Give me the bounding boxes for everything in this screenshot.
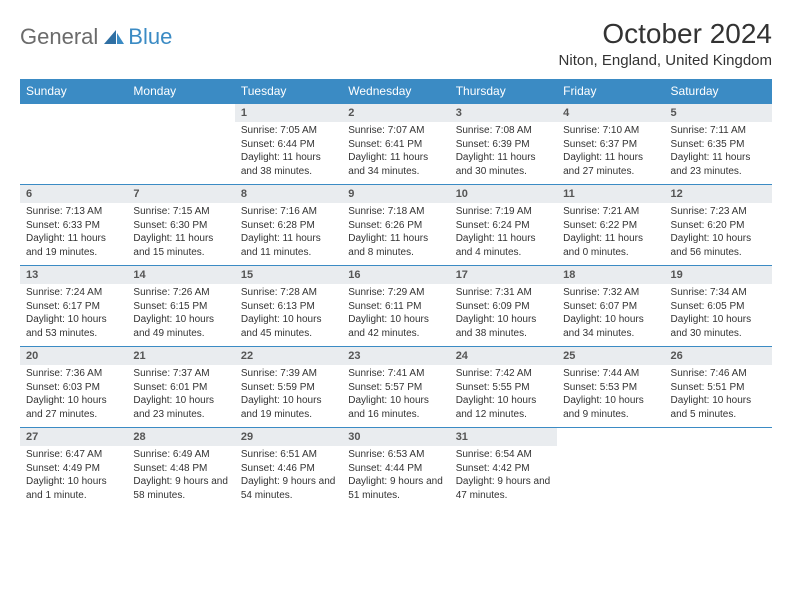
day-number-cell: 4 <box>557 104 664 123</box>
day-number-cell: 27 <box>20 428 127 447</box>
day-number-cell: 25 <box>557 347 664 366</box>
day-data-cell: Sunrise: 7:16 AMSunset: 6:28 PMDaylight:… <box>235 203 342 266</box>
day-data-cell: Sunrise: 7:19 AMSunset: 6:24 PMDaylight:… <box>450 203 557 266</box>
logo: General Blue <box>20 24 172 50</box>
day-data-cell: Sunrise: 6:47 AMSunset: 4:49 PMDaylight:… <box>20 446 127 508</box>
day-number-cell: 15 <box>235 266 342 285</box>
day-number-cell: 31 <box>450 428 557 447</box>
month-title: October 2024 <box>559 18 772 50</box>
weekday-header: Saturday <box>665 79 772 104</box>
day-data-cell: Sunrise: 7:11 AMSunset: 6:35 PMDaylight:… <box>665 122 772 185</box>
day-data-cell: Sunrise: 7:13 AMSunset: 6:33 PMDaylight:… <box>20 203 127 266</box>
weekday-header: Sunday <box>20 79 127 104</box>
day-number-cell: 12 <box>665 185 772 204</box>
day-number-cell: 14 <box>127 266 234 285</box>
day-data-cell: Sunrise: 7:21 AMSunset: 6:22 PMDaylight:… <box>557 203 664 266</box>
weekday-header: Monday <box>127 79 234 104</box>
day-data-cell: Sunrise: 7:05 AMSunset: 6:44 PMDaylight:… <box>235 122 342 185</box>
day-data-cell: Sunrise: 6:49 AMSunset: 4:48 PMDaylight:… <box>127 446 234 508</box>
day-data-cell: Sunrise: 7:34 AMSunset: 6:05 PMDaylight:… <box>665 284 772 347</box>
day-number-cell: 22 <box>235 347 342 366</box>
day-number-cell: 18 <box>557 266 664 285</box>
day-data-cell: Sunrise: 6:51 AMSunset: 4:46 PMDaylight:… <box>235 446 342 508</box>
day-number-cell: 30 <box>342 428 449 447</box>
day-data-cell: Sunrise: 7:44 AMSunset: 5:53 PMDaylight:… <box>557 365 664 428</box>
day-data-cell: Sunrise: 6:53 AMSunset: 4:44 PMDaylight:… <box>342 446 449 508</box>
day-data-cell: Sunrise: 7:29 AMSunset: 6:11 PMDaylight:… <box>342 284 449 347</box>
day-number-cell: 8 <box>235 185 342 204</box>
day-data-cell <box>20 122 127 185</box>
day-data-cell: Sunrise: 7:18 AMSunset: 6:26 PMDaylight:… <box>342 203 449 266</box>
calendar-table: SundayMondayTuesdayWednesdayThursdayFrid… <box>20 79 772 508</box>
day-number-cell: 9 <box>342 185 449 204</box>
day-number-cell: 1 <box>235 104 342 123</box>
day-number-cell: 24 <box>450 347 557 366</box>
day-data-cell <box>665 446 772 508</box>
day-number-cell: 7 <box>127 185 234 204</box>
day-number-cell: 13 <box>20 266 127 285</box>
weekday-header: Wednesday <box>342 79 449 104</box>
day-number-cell: 26 <box>665 347 772 366</box>
day-data-cell: Sunrise: 7:08 AMSunset: 6:39 PMDaylight:… <box>450 122 557 185</box>
weekday-header: Thursday <box>450 79 557 104</box>
day-number-cell: 17 <box>450 266 557 285</box>
day-number-cell: 11 <box>557 185 664 204</box>
title-block: October 2024 Niton, England, United King… <box>559 18 772 69</box>
day-number-cell: 16 <box>342 266 449 285</box>
day-data-cell: Sunrise: 6:54 AMSunset: 4:42 PMDaylight:… <box>450 446 557 508</box>
day-data-cell: Sunrise: 7:39 AMSunset: 5:59 PMDaylight:… <box>235 365 342 428</box>
day-number-cell: 6 <box>20 185 127 204</box>
day-data-cell: Sunrise: 7:31 AMSunset: 6:09 PMDaylight:… <box>450 284 557 347</box>
day-number-cell: 5 <box>665 104 772 123</box>
weekday-header-row: SundayMondayTuesdayWednesdayThursdayFrid… <box>20 79 772 104</box>
day-number-cell: 20 <box>20 347 127 366</box>
logo-text-blue: Blue <box>128 24 172 50</box>
header: General Blue October 2024 Niton, England… <box>20 18 772 69</box>
day-data-cell <box>127 122 234 185</box>
day-data-cell: Sunrise: 7:26 AMSunset: 6:15 PMDaylight:… <box>127 284 234 347</box>
day-data-cell: Sunrise: 7:42 AMSunset: 5:55 PMDaylight:… <box>450 365 557 428</box>
day-number-cell <box>20 104 127 123</box>
logo-text-general: General <box>20 24 98 50</box>
weekday-header: Tuesday <box>235 79 342 104</box>
day-data-cell: Sunrise: 7:23 AMSunset: 6:20 PMDaylight:… <box>665 203 772 266</box>
day-number-cell: 23 <box>342 347 449 366</box>
day-data-cell: Sunrise: 7:07 AMSunset: 6:41 PMDaylight:… <box>342 122 449 185</box>
day-number-cell: 3 <box>450 104 557 123</box>
day-data-cell: Sunrise: 7:15 AMSunset: 6:30 PMDaylight:… <box>127 203 234 266</box>
day-data-cell: Sunrise: 7:28 AMSunset: 6:13 PMDaylight:… <box>235 284 342 347</box>
day-data-cell: Sunrise: 7:41 AMSunset: 5:57 PMDaylight:… <box>342 365 449 428</box>
day-number-cell: 28 <box>127 428 234 447</box>
day-number-cell: 19 <box>665 266 772 285</box>
day-number-cell: 29 <box>235 428 342 447</box>
day-data-cell: Sunrise: 7:36 AMSunset: 6:03 PMDaylight:… <box>20 365 127 428</box>
day-number-cell: 21 <box>127 347 234 366</box>
logo-sail-icon <box>102 28 126 46</box>
day-number-cell: 2 <box>342 104 449 123</box>
day-data-cell: Sunrise: 7:24 AMSunset: 6:17 PMDaylight:… <box>20 284 127 347</box>
day-data-cell: Sunrise: 7:37 AMSunset: 6:01 PMDaylight:… <box>127 365 234 428</box>
day-data-cell: Sunrise: 7:46 AMSunset: 5:51 PMDaylight:… <box>665 365 772 428</box>
day-number-cell: 10 <box>450 185 557 204</box>
day-data-cell: Sunrise: 7:32 AMSunset: 6:07 PMDaylight:… <box>557 284 664 347</box>
weekday-header: Friday <box>557 79 664 104</box>
day-data-cell <box>557 446 664 508</box>
day-number-cell <box>557 428 664 447</box>
day-number-cell <box>665 428 772 447</box>
day-number-cell <box>127 104 234 123</box>
location: Niton, England, United Kingdom <box>559 52 772 69</box>
day-data-cell: Sunrise: 7:10 AMSunset: 6:37 PMDaylight:… <box>557 122 664 185</box>
